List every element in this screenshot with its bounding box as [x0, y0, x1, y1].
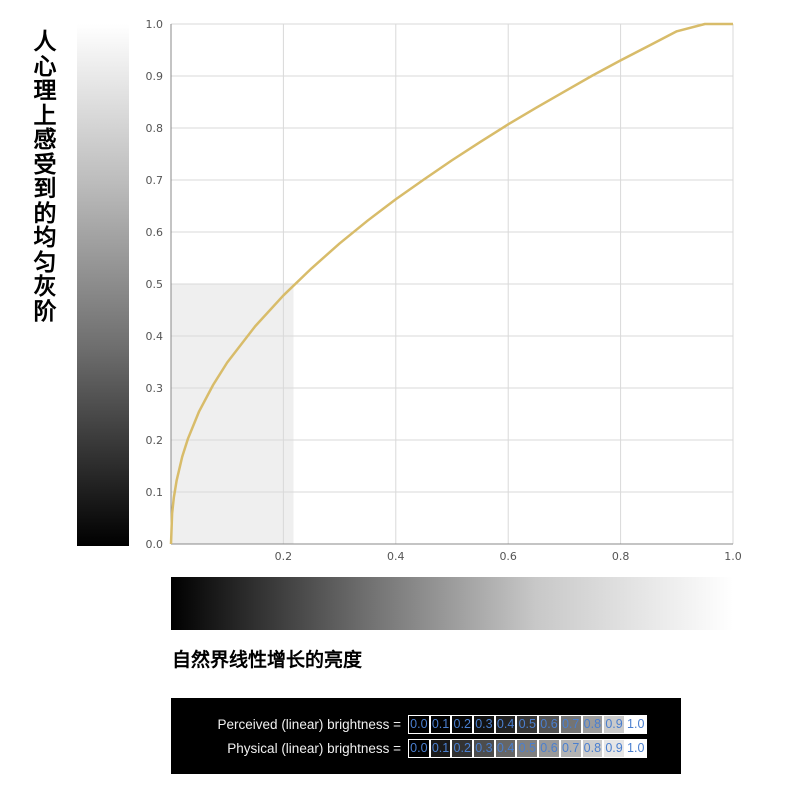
y-tick-label: 0.5	[146, 278, 164, 291]
y-tick-label: 0.7	[146, 174, 164, 187]
x-tick-label: 0.6	[499, 550, 517, 563]
perceived-label: Perceived (linear) brightness =	[217, 717, 401, 732]
highlight-region	[171, 284, 294, 544]
perceived-cell: 0.6	[538, 715, 560, 734]
x-side-label: 自然界线性增长的亮度	[172, 649, 363, 671]
perceived-cell: 1.0	[624, 715, 647, 734]
y-tick-label: 0.6	[146, 226, 164, 239]
series-line	[169, 22, 733, 545]
chart: 0.2 0.4 0.6 0.8 1.0 0.0 0.1 0.2 0.3 0.4 0.5 0.6 0.7 0…	[146, 18, 742, 563]
y-tick-label: 1.0	[146, 18, 164, 31]
perceived-cell: 0.2	[451, 715, 474, 734]
perceived-cell: 0.8	[581, 715, 604, 734]
perceived-cell: 0.5	[516, 715, 539, 734]
physical-cell: 0.6	[538, 739, 560, 758]
y-tick-label: 0.0	[146, 538, 164, 551]
perceived-cell: 0.4	[494, 715, 517, 734]
perceived-cell: 0.3	[473, 715, 495, 734]
x-tick-label: 0.4	[387, 550, 405, 563]
brightness-comparison-panel: Perceived (linear) brightness = 0.0 0.1 0.…	[171, 698, 681, 774]
y-tick-label: 0.9	[146, 70, 164, 83]
physical-cell: 0.1	[429, 739, 452, 758]
x-tick-label: 1.0	[724, 550, 742, 563]
physical-label: Physical (linear) brightness =	[227, 741, 401, 756]
x-tick-label: 0.2	[275, 550, 293, 563]
y-tick-label: 0.1	[146, 486, 164, 499]
physical-cell: 0.3	[473, 739, 495, 758]
y-side-label: 人心理上感受到的均匀灰阶	[33, 29, 57, 325]
physical-cell: 0.0	[408, 739, 430, 758]
physical-cell: 0.5	[516, 739, 539, 758]
physical-cell: 0.7	[559, 739, 582, 758]
perceived-cell: 0.7	[559, 715, 582, 734]
x-tick-label: 0.8	[612, 550, 630, 563]
physical-cell: 0.8	[581, 739, 604, 758]
physical-cell: 0.9	[603, 739, 625, 758]
physical-cell: 1.0	[624, 739, 647, 758]
perceived-cell: 0.9	[603, 715, 625, 734]
y-tick-label: 0.8	[146, 122, 164, 135]
y-tick-label: 0.2	[146, 434, 164, 447]
vertical-gray-gradient	[77, 24, 129, 546]
perceived-cell: 0.1	[429, 715, 452, 734]
physical-cell: 0.4	[494, 739, 517, 758]
horizontal-gray-gradient	[171, 577, 733, 630]
physical-cell: 0.2	[451, 739, 474, 758]
y-tick-label: 0.4	[146, 330, 164, 343]
perceived-cell: 0.0	[408, 715, 430, 734]
y-tick-label: 0.3	[146, 382, 164, 395]
